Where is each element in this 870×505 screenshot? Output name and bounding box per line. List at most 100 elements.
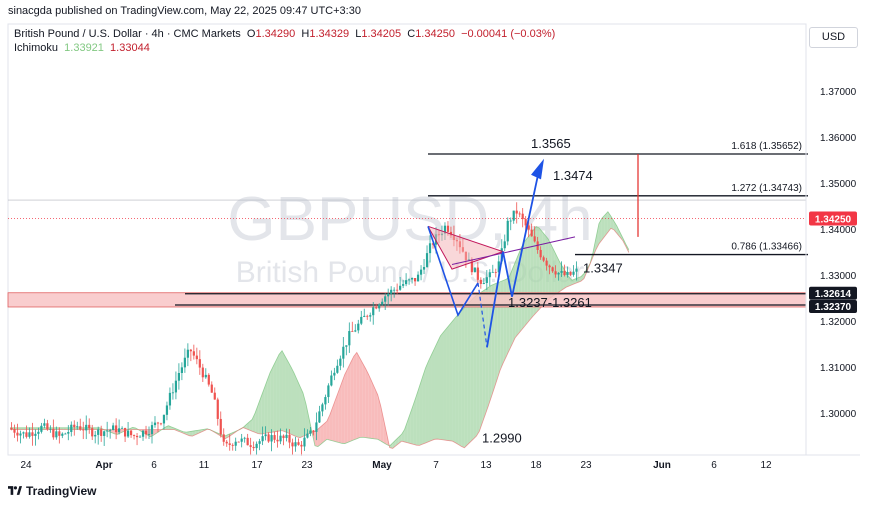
open-label: O	[246, 28, 256, 40]
cloud-segment	[18, 427, 22, 430]
publish-info: sinacgda published on TradingView.com, M…	[8, 5, 361, 17]
cloud-segment	[288, 361, 292, 435]
cloud-segment	[410, 404, 414, 445]
cloud-segment	[598, 218, 602, 244]
x-tick-label: May	[372, 460, 392, 471]
candle-body	[174, 380, 178, 393]
candle-body	[186, 349, 189, 358]
candle-body	[43, 423, 46, 426]
candle-body	[351, 331, 354, 332]
annotation-label: 1.3347	[583, 260, 623, 275]
last-price-tag	[809, 211, 857, 226]
cloud-segment	[479, 291, 483, 432]
candle-body	[318, 411, 321, 423]
indicator-legend[interactable]: Ichimoku 1.33921 1.33044	[14, 42, 150, 54]
candle-body	[132, 435, 136, 436]
tradingview-brand: TradingView	[26, 484, 97, 498]
x-tick-label: 12	[760, 460, 772, 471]
candle-body	[405, 280, 408, 285]
candle-body	[270, 435, 273, 442]
cloud-segment	[344, 368, 348, 444]
candle-body	[542, 257, 545, 261]
cloud-segment	[428, 354, 432, 442]
candle-body	[216, 399, 219, 419]
candle-body	[168, 392, 172, 406]
candle-body	[61, 433, 64, 436]
cloud-segment	[63, 427, 67, 430]
candle-body	[572, 271, 575, 275]
candle-body	[261, 436, 264, 442]
candle-body	[58, 431, 61, 436]
cloud-segment	[347, 362, 351, 443]
candle-body	[79, 426, 82, 430]
cloud-segment	[350, 356, 354, 442]
symbol-legend[interactable]: British Pound / U.S. Dollar · 4h · CMC M…	[14, 28, 555, 40]
candle-body	[183, 357, 186, 368]
tradingview-logo-icon	[8, 486, 22, 495]
candle-body	[135, 435, 139, 438]
fib-label: 1.618 (1.35652)	[731, 141, 802, 152]
candle-body	[64, 433, 67, 435]
close-label: C	[407, 28, 416, 40]
candle-body	[267, 434, 270, 442]
candle-body	[530, 229, 533, 237]
candle-body	[342, 346, 345, 359]
candle-body	[369, 315, 372, 317]
candle-body	[396, 289, 399, 291]
price-axis: 1.30000 1.31000 1.32000 1.33000 1.34000 1.350…	[805, 24, 857, 455]
candle-body	[94, 434, 97, 437]
cloud-segment	[374, 388, 378, 440]
candle-body	[410, 277, 414, 280]
candle-body	[494, 271, 497, 273]
candle-body	[70, 424, 73, 432]
y-tick-label: 1.35000	[820, 179, 857, 190]
candle-body	[425, 253, 429, 267]
cloud-segment	[323, 421, 327, 442]
candle-body	[419, 269, 423, 275]
candle-body	[303, 437, 306, 447]
candle-body	[563, 270, 566, 276]
currency-button[interactable]: USD	[809, 27, 858, 48]
cloud-segment	[42, 427, 46, 430]
drawings: 1.618 (1.35652) 1.272 (1.34743) 0.786 (1.3…	[8, 141, 808, 348]
candle-body	[548, 265, 551, 268]
cloud-segment	[494, 282, 498, 388]
candle-body	[521, 213, 524, 220]
tradingview-logo[interactable]: TradingView	[8, 484, 96, 498]
trend-line	[451, 236, 576, 265]
candle-body	[144, 430, 148, 435]
cloud-segment	[560, 262, 564, 292]
cloud-segment	[452, 317, 456, 443]
candle-body	[189, 349, 192, 352]
projection-left	[427, 226, 479, 317]
span-a-line	[10, 211, 630, 448]
cloud-segment	[422, 367, 426, 445]
cloud-segment	[21, 427, 25, 430]
cloud-segment	[270, 366, 274, 433]
cloud-segment	[291, 367, 294, 436]
candle-body	[416, 274, 420, 282]
cloud-segment	[419, 377, 423, 446]
candle-body	[428, 243, 432, 254]
candle-body	[575, 268, 578, 272]
candle-body	[153, 422, 157, 426]
candle-body	[198, 359, 201, 368]
candle-body	[399, 285, 402, 290]
change-value: −0.00041 (−0.03%)	[461, 28, 556, 40]
candle-body	[509, 220, 512, 222]
candle-body	[485, 277, 488, 283]
candle-body	[231, 444, 234, 446]
candle-body	[16, 432, 19, 436]
candle-body	[557, 272, 560, 275]
candle-body	[25, 432, 28, 437]
candle-body	[315, 422, 318, 432]
cloud-segment	[198, 429, 202, 434]
high-label: H	[301, 28, 310, 40]
open-value: 1.34290	[255, 28, 296, 40]
cloud-segment	[380, 405, 384, 443]
fib-label: 0.786 (1.33466)	[731, 242, 802, 253]
y-tick-label: 1.37000	[820, 87, 857, 98]
cloud-segment	[524, 238, 528, 327]
candle-body	[470, 259, 473, 273]
